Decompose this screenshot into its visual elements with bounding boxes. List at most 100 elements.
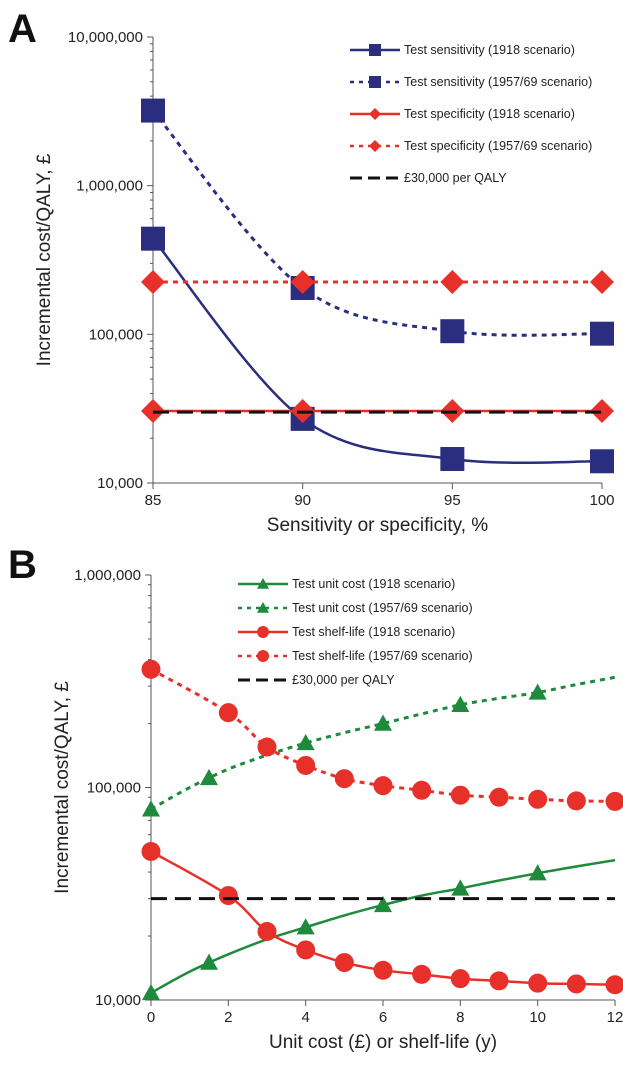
y-axis-label: Incremental cost/QALY, £ bbox=[52, 681, 73, 894]
legend: Test unit cost (1918 scenario) Test unit … bbox=[238, 577, 473, 687]
x-axis-label: Sensitivity or specificity, % bbox=[267, 515, 488, 536]
data-point bbox=[141, 659, 161, 679]
data-point bbox=[334, 953, 354, 973]
data-point bbox=[566, 974, 586, 994]
legend-item: Test sensitivity (1918 scenario) bbox=[350, 43, 575, 57]
data-point bbox=[200, 953, 218, 970]
x-tick-label: 10 bbox=[529, 1009, 546, 1026]
series-test-unit-cost-1957-69-scenario bbox=[142, 675, 616, 817]
series-test-shelf-life-1957-69-scenario bbox=[141, 659, 623, 811]
data-point bbox=[450, 969, 470, 989]
chart-panel-a: 10,000 100,000 1,000,000 10,000,000 85 90 95 10… bbox=[34, 29, 615, 536]
data-point bbox=[489, 971, 509, 991]
x-tick-label: 12 bbox=[607, 1009, 623, 1026]
legend-label: Test unit cost (1918 scenario) bbox=[292, 577, 455, 591]
series-test-shelf-life-1918-scenario bbox=[141, 841, 623, 995]
data-point bbox=[450, 785, 470, 805]
series-test-sensitivity-1918-scenario bbox=[141, 226, 614, 474]
data-point bbox=[605, 975, 623, 995]
y-axis-label: Incremental cost/QALY, £ bbox=[34, 153, 55, 366]
legend-item: Test unit cost (1957/69 scenario) bbox=[238, 601, 473, 615]
y-tick-label: 1,000,000 bbox=[76, 178, 143, 195]
legend-label: £30,000 per QALY bbox=[292, 673, 395, 687]
legend-label: Test specificity (1918 scenario) bbox=[404, 107, 575, 121]
data-point bbox=[141, 269, 165, 294]
data-point bbox=[296, 733, 315, 751]
legend-item: £30,000 per QALY bbox=[350, 171, 507, 185]
data-point bbox=[590, 449, 614, 474]
x-tick-label: 6 bbox=[379, 1009, 387, 1026]
data-point bbox=[590, 321, 614, 346]
data-point bbox=[296, 918, 315, 935]
legend-swatch-marker bbox=[369, 44, 381, 56]
data-point bbox=[200, 768, 218, 786]
data-point bbox=[141, 226, 165, 251]
legend-item: Test specificity (1957/69 scenario) bbox=[350, 139, 592, 153]
legend-swatch-marker bbox=[369, 108, 381, 120]
legend-item: Test specificity (1918 scenario) bbox=[350, 107, 575, 121]
data-point bbox=[451, 695, 470, 713]
legend-label: Test unit cost (1957/69 scenario) bbox=[292, 601, 473, 615]
legend-item: Test unit cost (1918 scenario) bbox=[238, 577, 455, 591]
x-tick-label: 2 bbox=[224, 1009, 232, 1026]
legend-label: £30,000 per QALY bbox=[404, 171, 507, 185]
x-tick-label: 100 bbox=[589, 492, 614, 509]
legend-label: Test shelf-life (1957/69 scenario) bbox=[292, 649, 473, 663]
legend-label: Test sensitivity (1957/69 scenario) bbox=[404, 75, 592, 89]
data-point bbox=[451, 879, 470, 896]
legend-item: Test shelf-life (1918 scenario) bbox=[238, 625, 455, 639]
data-point bbox=[218, 703, 238, 723]
data-point bbox=[142, 800, 160, 817]
data-point bbox=[440, 269, 465, 294]
y-tick-label: 100,000 bbox=[89, 326, 143, 343]
legend-swatch-marker bbox=[369, 76, 381, 88]
data-point bbox=[141, 841, 161, 861]
legend-swatch-marker bbox=[369, 140, 381, 152]
panel-letter-a: A bbox=[8, 7, 37, 51]
data-point bbox=[373, 776, 393, 796]
y-tick-label: 10,000 bbox=[97, 475, 143, 492]
data-point bbox=[290, 269, 315, 294]
y-tick-label: 10,000 bbox=[95, 992, 141, 1009]
chart-panel-b: 10,000 100,000 1,000,000 0 2 4 6 8 10 12 Unit cost… bbox=[52, 567, 623, 1053]
x-tick-label: 85 bbox=[145, 492, 162, 509]
data-point bbox=[590, 269, 614, 294]
series-test-specificity-1957-69-scenario bbox=[141, 269, 614, 294]
data-point bbox=[440, 319, 465, 344]
series-test-unit-cost-1918-scenario bbox=[142, 858, 616, 1001]
legend-item: Test shelf-life (1957/69 scenario) bbox=[238, 649, 473, 663]
data-point bbox=[257, 922, 277, 942]
data-point bbox=[142, 983, 160, 1001]
data-point bbox=[566, 791, 586, 811]
data-point bbox=[440, 447, 465, 472]
data-point bbox=[412, 780, 432, 800]
data-point bbox=[218, 886, 238, 906]
legend-swatch-marker bbox=[257, 602, 269, 613]
data-point bbox=[257, 737, 277, 757]
y-tick-label: 100,000 bbox=[87, 780, 141, 797]
x-tick-label: 8 bbox=[456, 1009, 464, 1026]
data-point bbox=[374, 895, 392, 913]
data-point bbox=[528, 683, 547, 700]
series-line bbox=[152, 237, 603, 465]
x-tick-label: 0 bbox=[147, 1009, 155, 1026]
data-point bbox=[296, 755, 316, 775]
y-tick-label: 1,000,000 bbox=[74, 567, 141, 584]
x-tick-label: 4 bbox=[301, 1009, 309, 1026]
data-point bbox=[528, 864, 547, 881]
data-point bbox=[141, 98, 165, 123]
legend-swatch-marker bbox=[257, 650, 269, 662]
data-point bbox=[296, 940, 316, 960]
x-tick-label: 95 bbox=[444, 492, 461, 509]
legend-label: Test specificity (1957/69 scenario) bbox=[404, 139, 592, 153]
series-test-sensitivity-1957-69-scenario bbox=[141, 98, 614, 346]
y-tick-label: 10,000,000 bbox=[68, 29, 143, 46]
data-point bbox=[590, 399, 614, 424]
legend-label: Test sensitivity (1918 scenario) bbox=[404, 43, 575, 57]
panel-letter-b: B bbox=[8, 543, 37, 587]
legend-swatch-marker bbox=[257, 578, 269, 589]
legend-item: £30,000 per QALY bbox=[238, 673, 395, 687]
legend-swatch-marker bbox=[257, 626, 269, 638]
legend-label: Test shelf-life (1918 scenario) bbox=[292, 625, 455, 639]
x-axis-label: Unit cost (£) or shelf-life (y) bbox=[269, 1032, 497, 1053]
